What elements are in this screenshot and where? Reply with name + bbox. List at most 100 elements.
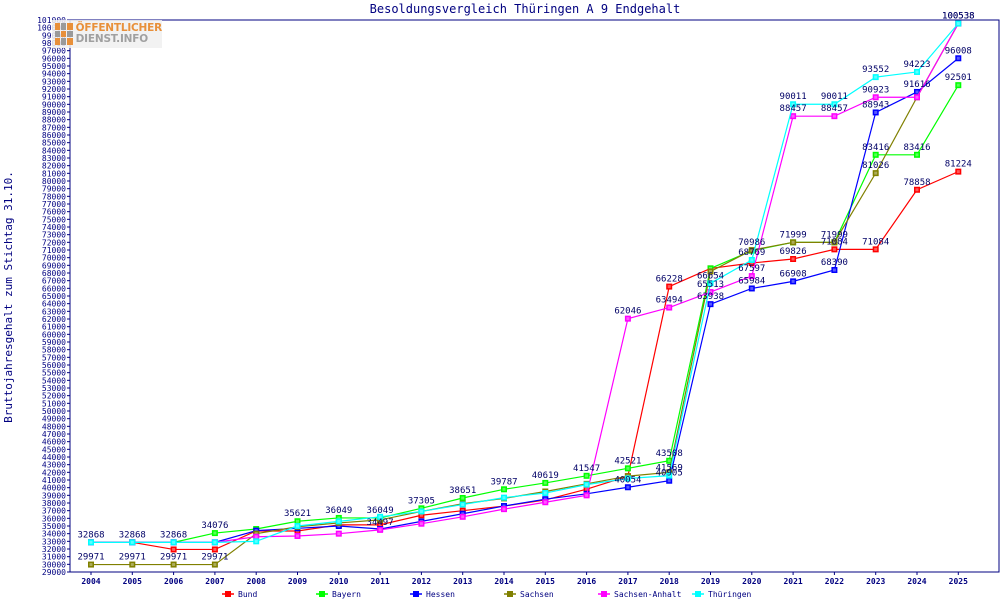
data-point [253,533,260,540]
data-label: 29971 [77,553,104,563]
data-point [459,513,466,520]
data-point-highlight [915,70,919,74]
data-label: 69826 [780,247,807,257]
data-label: 63938 [697,292,724,302]
y-ticks: 2900030000310003200033000340003500036000… [37,16,70,577]
data-point-highlight [874,110,878,114]
data-point-highlight [874,153,878,157]
y-tick-label: 61000 [42,323,66,332]
data-point-highlight [337,516,341,520]
data-point [335,523,342,529]
axes [69,19,1000,573]
x-tick-label: 2009 [288,577,307,586]
data-point [955,168,962,175]
data-point-highlight [956,56,960,60]
data-point [418,508,425,515]
y-tick-label: 69000 [42,261,66,270]
data-point-highlight [874,75,878,79]
y-tick-label: 34000 [42,530,66,539]
series-line [91,57,959,543]
data-point-highlight [378,515,382,519]
x-tick-label: 2024 [907,577,926,586]
x-ticks: 2004 2005 2006 2007 2008 2009 2010 2011 2012 2013… [81,572,968,586]
data-point-highlight [915,90,919,94]
data-point-highlight [667,459,671,463]
data-point-highlight [296,534,299,538]
data-point [294,523,301,529]
data-point-highlight [791,257,795,261]
data-point [129,561,136,568]
data-label: 68769 [738,248,765,258]
data-point-highlight [419,509,423,513]
y-tick-label: 87000 [42,123,66,132]
data-point [129,539,136,546]
y-tick-label: 86000 [42,131,66,140]
data-label: 39787 [490,477,517,487]
data-point [790,239,797,246]
y-tick-label: 90000 [42,100,66,109]
x-tick-label: 2019 [701,577,720,586]
data-point-highlight [172,547,176,551]
data-label: 83416 [903,143,930,153]
data-label: 32868 [119,530,146,540]
data-point [211,546,218,553]
data-point [418,520,425,527]
data-point [542,490,549,497]
data-point-highlight [956,83,960,87]
data-point [748,256,755,263]
data-point [790,256,797,263]
data-point-highlight [254,535,258,539]
data-label: 71999 [821,230,848,240]
data-point-highlight [337,532,341,536]
y-tick-label: 82000 [42,162,66,171]
data-point-highlight [832,247,836,251]
logo-mark-icon [55,23,73,45]
x-tick-label: 2007 [205,577,224,586]
y-tick-label: 92000 [42,85,66,94]
y-tick-label: 59000 [42,338,66,347]
data-label: 66908 [780,269,807,279]
y-tick-label: 78000 [42,192,66,201]
x-tick-label: 2020 [742,577,761,586]
data-label: 43508 [656,449,683,459]
data-point-highlight [337,519,341,523]
data-label: 29971 [160,553,187,563]
data-labels: 66228 69826 71084 71084 78858 81224 32868 32868… [77,12,974,563]
data-label: 90923 [862,85,889,95]
data-point [377,526,384,533]
data-point [914,88,920,95]
legend-item: Bund [222,590,257,599]
chart-title: Besoldungsvergleich Thüringen A 9 Endgeh… [370,2,681,16]
data-point [335,514,342,521]
y-tick-label: 63000 [42,307,66,316]
legend-swatch [601,591,607,597]
data-label: 35621 [284,509,311,519]
data-point [211,530,218,537]
data-point-highlight [378,518,382,522]
data-label: 91616 [903,80,930,90]
data-label: 96008 [945,46,972,56]
legend-label: Thüringen [708,590,752,599]
data-point [790,278,797,285]
data-point [335,518,342,525]
y-tick-label: 66000 [42,284,66,293]
data-point-highlight [378,523,382,527]
y-tick-label: 41000 [42,476,66,485]
y-tick-label: 73000 [42,231,66,240]
series-line [91,23,959,543]
data-point-highlight [585,483,589,487]
y-tick-label: 91000 [42,93,66,102]
x-tick-label: 2015 [536,577,555,586]
data-label: 100538 [942,12,975,22]
x-tick-label: 2025 [949,577,968,586]
x-tick-label: 2022 [825,577,844,586]
data-point-highlight [543,481,547,485]
data-point-highlight [337,524,341,528]
data-point-highlight [213,531,217,535]
data-point [831,239,838,246]
data-label: 78858 [903,178,930,188]
data-point-highlight [130,540,134,544]
data-point [583,472,590,479]
data-label: 83416 [862,143,889,153]
